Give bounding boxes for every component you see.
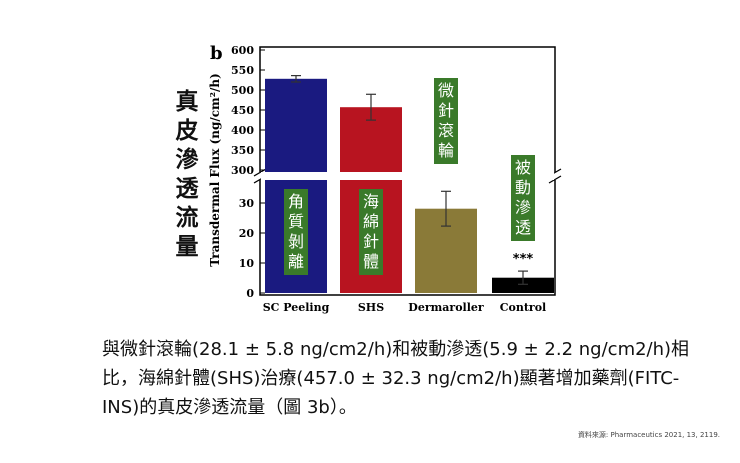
y-tick-label-300: 300 [231, 164, 254, 177]
bar-label-sc-peeling: 角質剝離 [284, 189, 308, 275]
y-axis-label: Transdermal Flux (ng/cm²/h) [208, 73, 222, 267]
significance-mark-3: *** [513, 252, 534, 267]
callout-control: 被動滲透 [511, 155, 535, 241]
y-tick-label-600: 600 [231, 44, 254, 57]
y-tick-label-0: 0 [246, 287, 254, 300]
bar-break-gap [261, 172, 554, 180]
source-citation: 資料來源: Pharmaceutics 2021, 13, 2119. [577, 431, 720, 439]
bar-label-shs: 海綿針體 [359, 189, 383, 275]
y-tick-label-350: 350 [231, 144, 254, 157]
x-tick-label-1: SHS [358, 301, 384, 314]
x-tick-label-0: SC Peeling [263, 301, 330, 314]
callout-dermaroller: 微針滾輪 [434, 78, 458, 164]
y-tick-label-450: 450 [231, 104, 254, 117]
y-tick-label-400: 400 [231, 124, 254, 137]
axis-break-mark-right-lower [548, 175, 562, 184]
y-tick-label-500: 500 [231, 84, 254, 97]
x-tick-label-2: Dermaroller [408, 301, 484, 314]
y-tick-label-30: 30 [239, 197, 255, 210]
bar-3 [492, 277, 554, 293]
y-tick-label-20: 20 [239, 227, 255, 240]
panel-label: b [210, 43, 223, 64]
caption-text: 與微針滾輪(28.1 ± 5.8 ng/cm2/h)和被動滲透(5.9 ± 2.… [102, 339, 690, 418]
plot-frame [259, 46, 556, 296]
y-tick-label-550: 550 [231, 64, 254, 77]
vertical-axis-label-chinese: 真皮滲透流量 [175, 89, 199, 260]
y-tick-label-10: 10 [239, 257, 255, 270]
x-tick-label-3: Control [500, 301, 546, 314]
